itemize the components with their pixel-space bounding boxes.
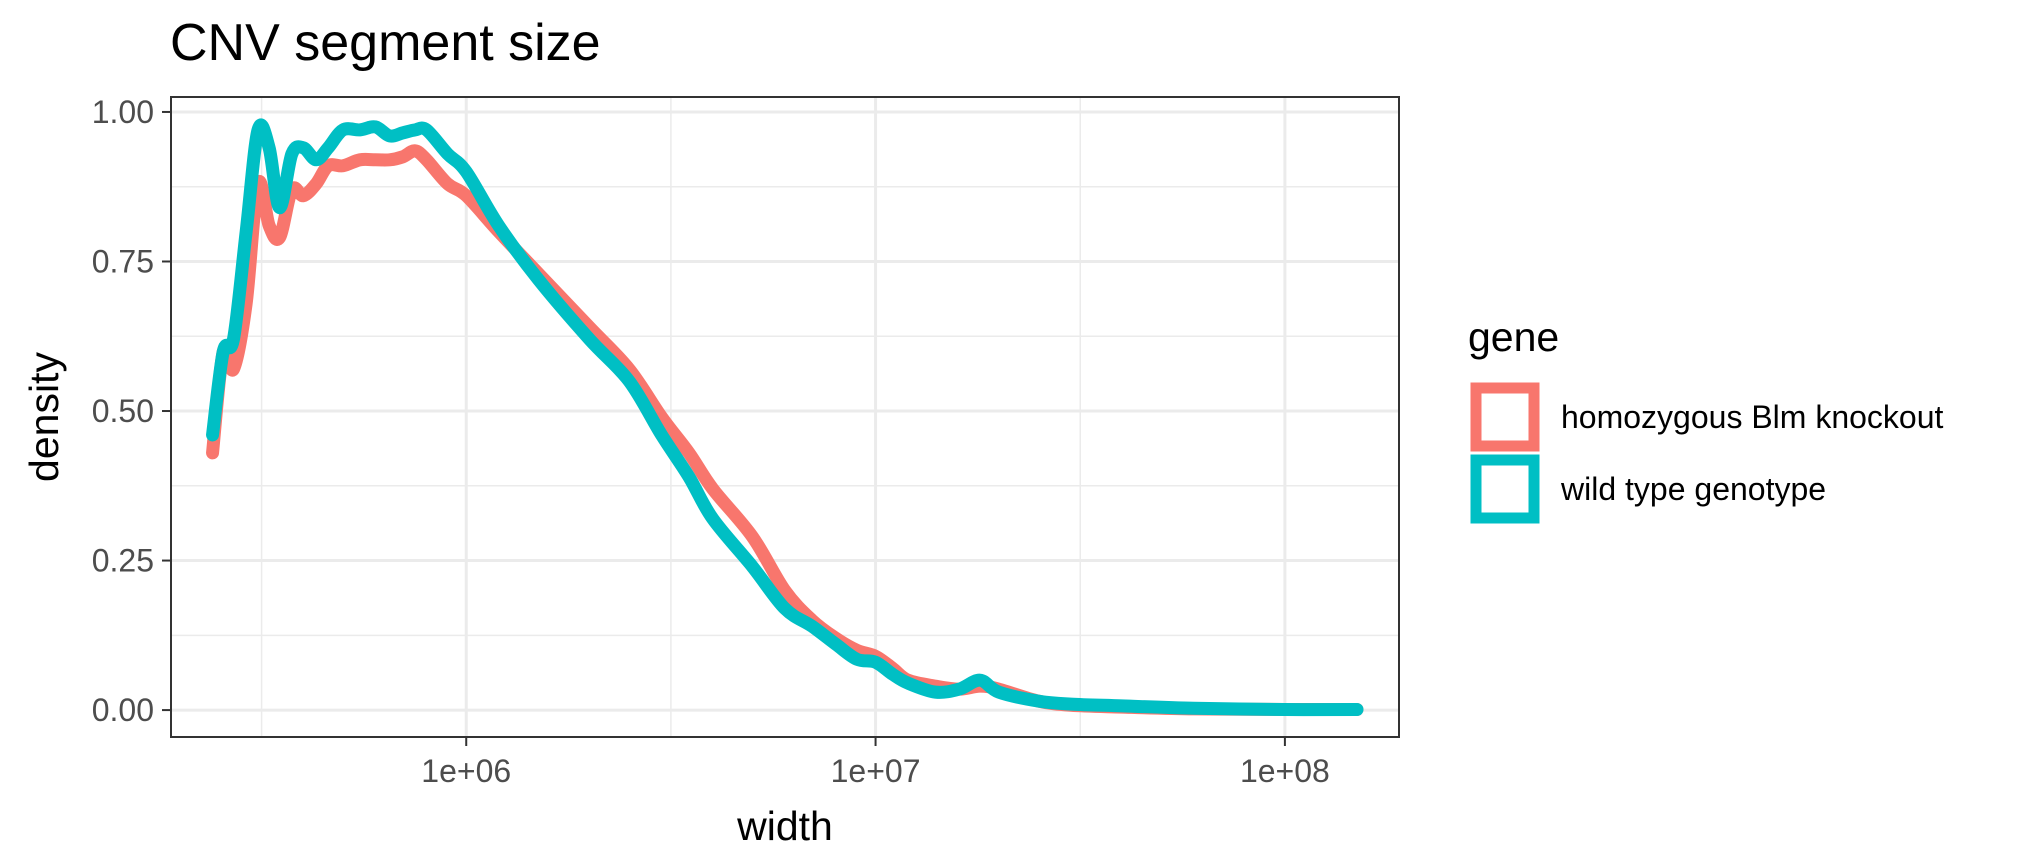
legend-label-1: homozygous Blm knockout <box>1561 399 1944 435</box>
panel-border <box>170 96 1400 738</box>
grid-lines <box>171 97 1399 737</box>
y-tick-label: 0.25 <box>92 543 154 579</box>
x-tick-label: 1e+07 <box>831 753 921 789</box>
x-tick-label: 1e+06 <box>421 753 511 789</box>
legend-label-2: wild type genotype <box>1560 471 1826 507</box>
legend-title: gene <box>1468 314 1559 360</box>
y-tick-label: 0.50 <box>92 393 154 429</box>
x-axis: 1e+06 1e+07 1e+08 <box>421 737 1330 789</box>
series-line-2 <box>206 118 1364 717</box>
panel-background <box>171 97 1399 737</box>
chart-title: CNV segment size <box>170 14 601 72</box>
y-axis: 0.00 0.25 0.50 0.75 1.00 <box>92 94 171 728</box>
series-lines <box>206 118 1364 717</box>
legend-key-1 <box>1470 382 1540 452</box>
y-tick-label: 0.75 <box>92 243 154 279</box>
legend-key-2 <box>1470 454 1540 524</box>
y-tick-label: 0.00 <box>92 692 154 728</box>
y-tick-label: 1.00 <box>92 94 154 130</box>
legend: gene homozygous Blm knockout wild type ge… <box>1468 314 1944 524</box>
x-axis-title: width <box>736 803 833 849</box>
x-tick-label: 1e+08 <box>1240 753 1330 789</box>
y-axis-title: density <box>21 352 67 482</box>
